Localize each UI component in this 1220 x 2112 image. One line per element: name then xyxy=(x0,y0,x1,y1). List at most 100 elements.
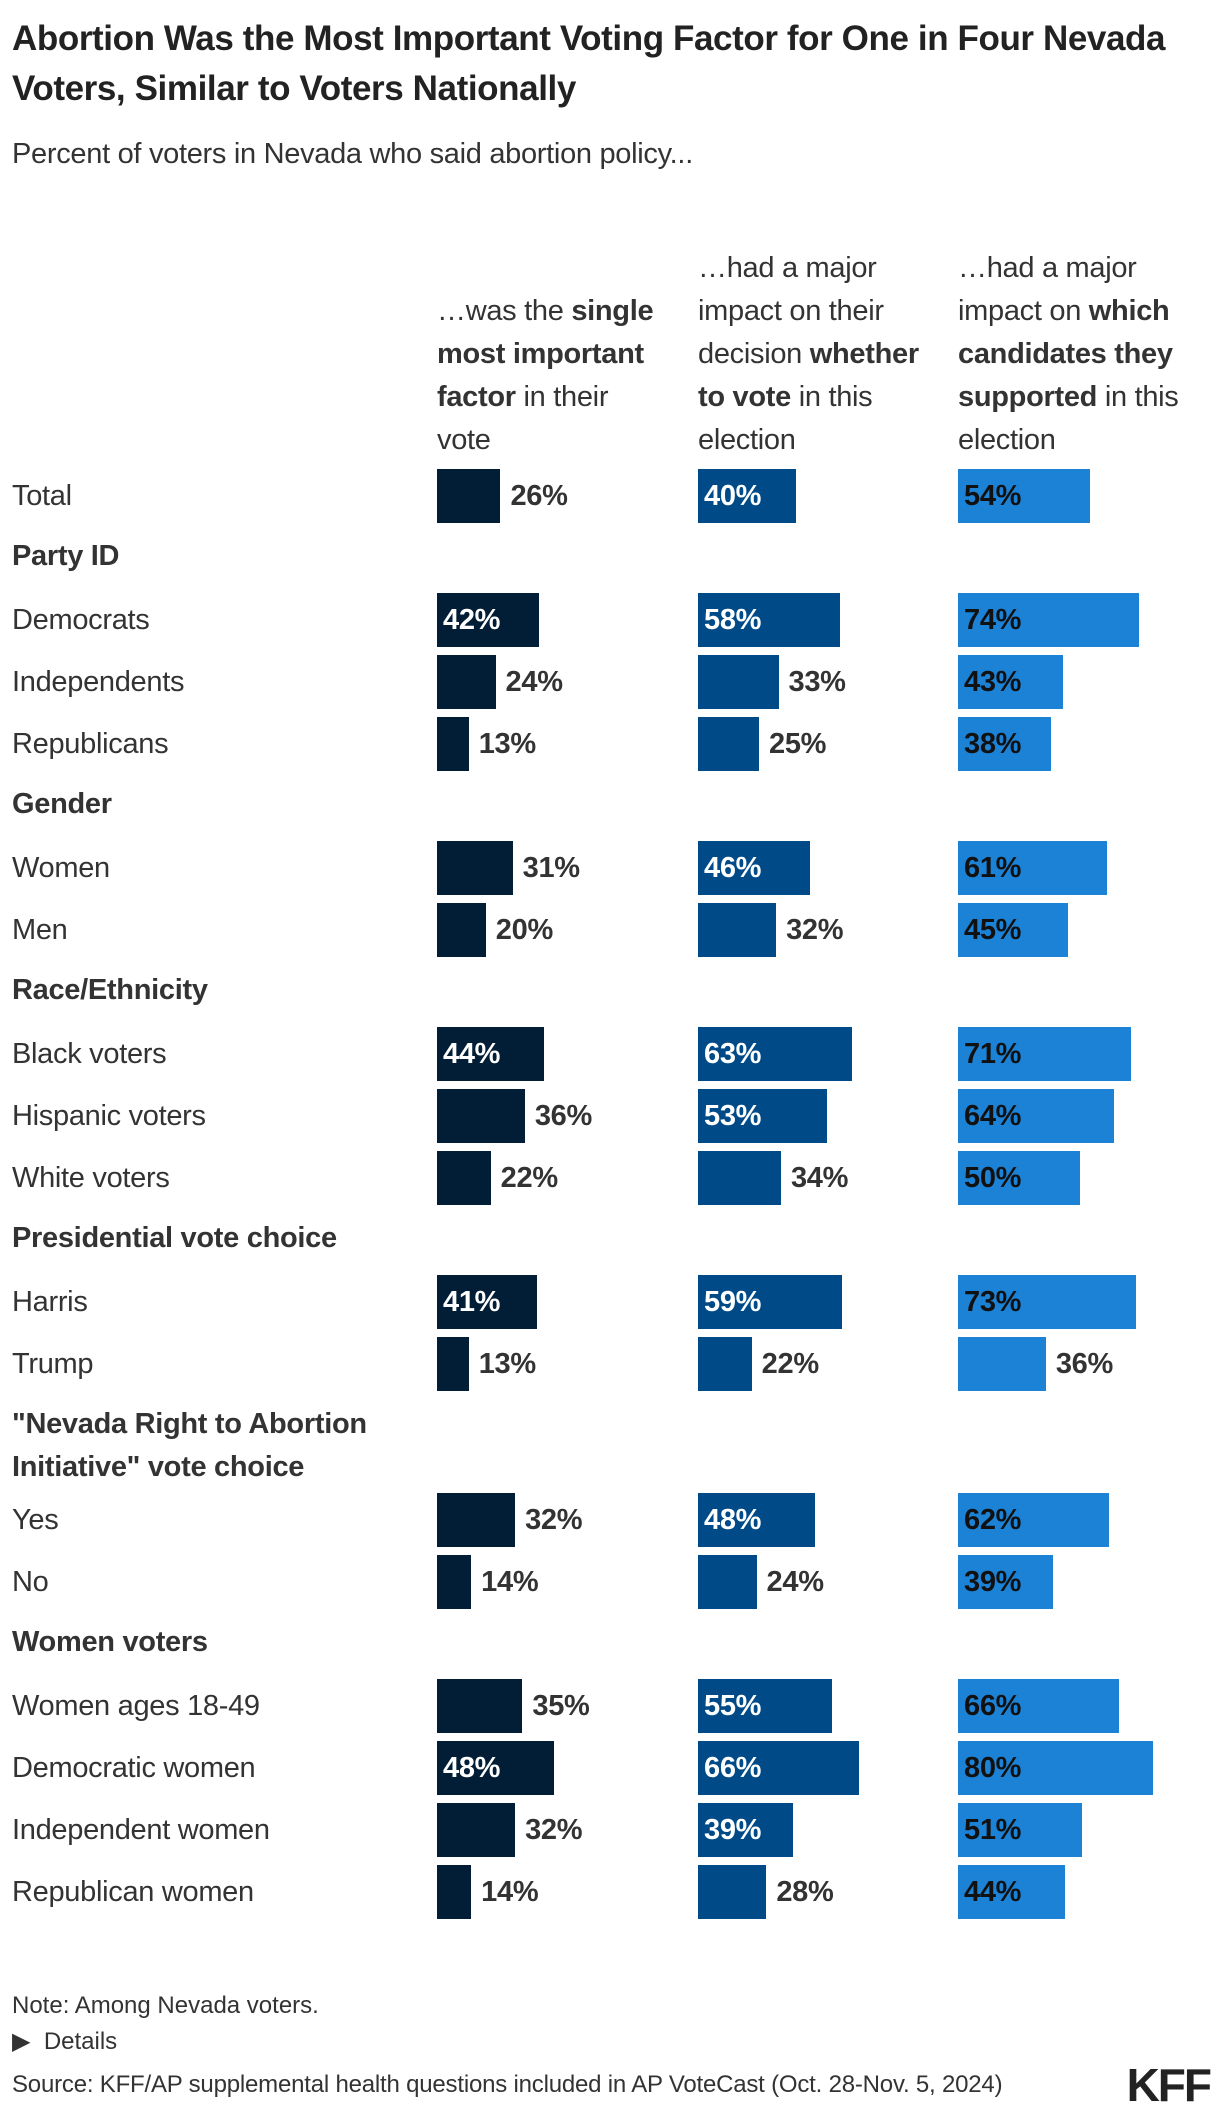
data-label: 24% xyxy=(766,1566,824,1598)
table-row: Harris 41% 59% 73% xyxy=(0,1271,1220,1333)
bar xyxy=(958,1337,1046,1391)
chart-subtitle: Percent of voters in Nevada who said abo… xyxy=(12,138,693,170)
row-label: Independent women xyxy=(12,1814,270,1846)
column-header-text: in this election xyxy=(698,381,873,456)
group-header-row: Gender xyxy=(0,775,1220,837)
column-header-text: …had a major impact on their decision xyxy=(698,252,884,370)
column-header-text: which candidates they supported xyxy=(958,295,1173,413)
bar xyxy=(698,717,759,771)
data-label: 46% xyxy=(704,852,762,884)
bar xyxy=(437,593,540,647)
row-label: White voters xyxy=(12,1162,170,1194)
bar xyxy=(698,1151,781,1205)
data-label: 34% xyxy=(790,1162,849,1194)
bar xyxy=(437,1493,516,1547)
row-label: Republicans xyxy=(12,728,169,760)
group-label: Gender xyxy=(12,788,112,820)
bar xyxy=(958,1493,1110,1547)
bar xyxy=(958,593,1139,647)
source: Source: KFF/AP supplemental health quest… xyxy=(12,2071,1003,2098)
bar xyxy=(437,1865,472,1919)
bar xyxy=(698,1741,860,1795)
bar xyxy=(958,1275,1137,1329)
data-label: 14% xyxy=(481,1876,539,1908)
column-header-text: whether to vote xyxy=(698,338,919,413)
triangle-right-icon: ▶ xyxy=(12,2028,31,2055)
bar xyxy=(437,903,486,957)
data-label: 22% xyxy=(500,1162,558,1194)
data-label: 48% xyxy=(443,1752,501,1784)
details-toggle[interactable]: ▶ Details xyxy=(12,2027,117,2056)
data-label: 41% xyxy=(443,1286,501,1318)
data-label: 53% xyxy=(704,1100,762,1132)
table-row: Black voters 44% 63% 71% xyxy=(0,1023,1220,1085)
bar xyxy=(437,1089,525,1143)
bar xyxy=(958,1865,1066,1919)
row-label: Yes xyxy=(12,1504,59,1536)
table-row: Men 20% 32% 45% xyxy=(0,899,1220,961)
data-label: 54% xyxy=(964,480,1022,512)
row-label: Independents xyxy=(12,666,185,698)
bar xyxy=(698,1803,794,1857)
data-label: 62% xyxy=(964,1504,1022,1536)
row-label: Trump xyxy=(12,1348,94,1380)
row-label: Women xyxy=(12,852,110,884)
table-row: White voters 22% 34% 50% xyxy=(0,1147,1220,1209)
bar xyxy=(437,1803,516,1857)
table-row: Hispanic voters 36% 53% 64% xyxy=(0,1085,1220,1147)
data-label: 71% xyxy=(964,1038,1022,1070)
column-header-which-candidates: …had a major impact on which candidates … xyxy=(958,200,1208,462)
data-label: 58% xyxy=(704,604,762,636)
data-label: 39% xyxy=(704,1814,762,1846)
column-header-text: single most important factor xyxy=(437,295,654,413)
bar xyxy=(437,1027,545,1081)
data-label: 20% xyxy=(495,914,553,946)
row-label: Harris xyxy=(12,1286,88,1318)
bar xyxy=(698,1089,828,1143)
group-label: Presidential vote choice xyxy=(12,1222,337,1254)
bar xyxy=(698,841,811,895)
bar xyxy=(698,1555,757,1609)
data-label: 14% xyxy=(481,1566,539,1598)
row-label: No xyxy=(12,1566,49,1598)
data-label: 32% xyxy=(525,1504,583,1536)
table-row: Republicans 13% 25% 38% xyxy=(0,713,1220,775)
data-label: 50% xyxy=(964,1162,1022,1194)
column-header-single-most-important: …was the single most important factor in… xyxy=(437,200,667,462)
data-label: 32% xyxy=(786,914,844,946)
data-label: 61% xyxy=(964,852,1022,884)
data-label: 42% xyxy=(443,604,501,636)
group-label: Race/Ethnicity xyxy=(12,974,208,1006)
data-label: 28% xyxy=(776,1876,834,1908)
bar xyxy=(437,717,469,771)
bar xyxy=(437,1337,469,1391)
bar xyxy=(698,903,777,957)
bar xyxy=(958,717,1051,771)
bar xyxy=(698,593,840,647)
group-label: "Nevada Right to Abortion Initiative" vo… xyxy=(12,1408,367,1483)
bar xyxy=(437,841,513,895)
group-header-row: Presidential vote choice xyxy=(0,1209,1220,1271)
data-label: 44% xyxy=(443,1038,501,1070)
table-row: Republican women 14% 28% 44% xyxy=(0,1861,1220,1923)
bar xyxy=(437,655,496,709)
row-label: Democrats xyxy=(12,604,150,636)
bar xyxy=(958,1555,1054,1609)
data-label: 66% xyxy=(964,1690,1022,1722)
data-label: 51% xyxy=(964,1814,1022,1846)
bar xyxy=(437,1555,472,1609)
row-label: Men xyxy=(12,914,68,946)
bar xyxy=(437,1741,555,1795)
row-label: Women ages 18-49 xyxy=(12,1690,260,1722)
table-row: Democrats 42% 58% 74% xyxy=(0,589,1220,651)
table-row: Independent women 32% 39% 51% xyxy=(0,1799,1220,1861)
row-label: Black voters xyxy=(12,1038,167,1070)
data-label: 63% xyxy=(704,1038,762,1070)
group-header-row: Women voters xyxy=(0,1613,1220,1675)
data-label: 40% xyxy=(704,480,762,512)
data-label: 36% xyxy=(1055,1348,1113,1380)
bar xyxy=(958,1803,1083,1857)
bar xyxy=(698,1275,842,1329)
data-label: 25% xyxy=(769,728,827,760)
data-label: 26% xyxy=(510,480,568,512)
